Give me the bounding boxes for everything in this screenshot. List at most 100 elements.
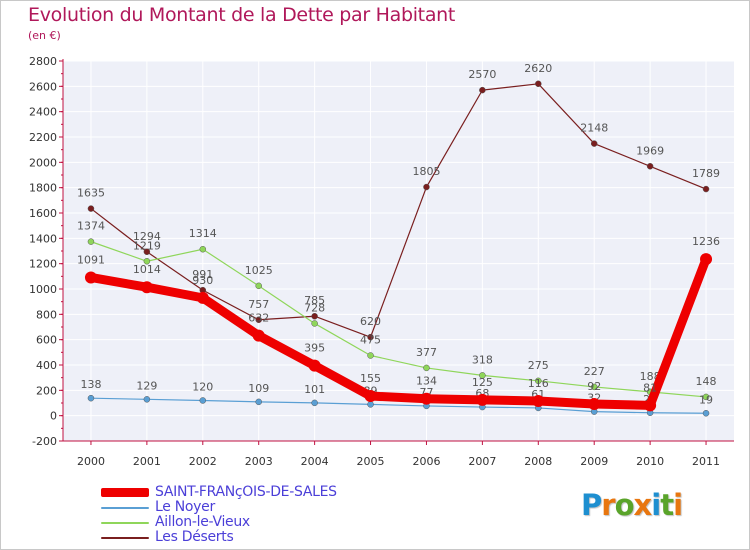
- data-point: [702, 410, 710, 417]
- data-point: [255, 398, 262, 406]
- legend-label: Aillon-le-Vieux: [155, 514, 250, 530]
- x-tick-label: 2005: [357, 455, 385, 468]
- data-point: [532, 394, 545, 407]
- y-tick-label: 1400: [29, 232, 57, 245]
- legend-label: SAINT-FRANçOIS-DE-SALES: [155, 484, 337, 500]
- data-point: [255, 316, 262, 324]
- y-tick-label: 2400: [29, 106, 57, 119]
- data-label: 138: [80, 378, 101, 391]
- data-point: [196, 291, 209, 304]
- x-tick-label: 2009: [580, 455, 608, 468]
- data-label: 116: [528, 377, 549, 390]
- data-point: [311, 320, 318, 327]
- data-point: [646, 163, 654, 170]
- proxiti-logo: Proxiti: [581, 488, 683, 522]
- y-tick-label: 1600: [29, 207, 57, 220]
- data-point: [535, 80, 542, 88]
- data-label: 318: [472, 353, 493, 366]
- y-tick-label: 1800: [29, 182, 57, 195]
- data-label: 275: [528, 359, 549, 372]
- series-line: [90, 241, 707, 398]
- data-label: 1219: [133, 239, 161, 252]
- y-tick-label: 400: [36, 359, 57, 372]
- data-label: 1314: [189, 227, 217, 240]
- y-tick-label: 600: [36, 334, 57, 347]
- data-point: [84, 271, 97, 284]
- x-tick-label: 2010: [636, 455, 664, 468]
- data-point: [255, 282, 262, 290]
- data-point: [87, 394, 95, 402]
- data-label: 81: [643, 381, 657, 394]
- series-line: [90, 397, 707, 414]
- data-point: [252, 329, 265, 342]
- data-label: 1374: [77, 220, 105, 233]
- y-tick-label: 800: [36, 308, 57, 321]
- x-tick-label: 2003: [245, 455, 273, 468]
- y-tick-label: 1000: [29, 283, 57, 296]
- data-label: 930: [192, 274, 213, 287]
- data-point: [423, 364, 430, 372]
- y-tick-label: 2800: [29, 55, 57, 68]
- data-point: [702, 185, 710, 193]
- data-label: 148: [696, 375, 717, 388]
- data-point: [87, 205, 95, 212]
- legend-label: Les Déserts: [155, 529, 234, 545]
- data-point: [311, 399, 318, 407]
- data-label: 227: [584, 365, 605, 378]
- y-tick-label: 2200: [29, 131, 57, 144]
- x-tick-label: 2008: [524, 455, 552, 468]
- data-label: 120: [192, 380, 213, 393]
- data-label: 1014: [133, 263, 161, 276]
- chart-subtitle: (en €): [28, 29, 61, 42]
- x-tick-label: 2002: [189, 455, 217, 468]
- series-saint-fran-ois-de-sales: 1091 1014 930 632 395 155 134 125 116 92 81 1236: [77, 235, 720, 412]
- data-label: 632: [248, 312, 269, 325]
- data-point: [87, 238, 95, 245]
- data-point: [199, 397, 207, 404]
- x-tick-label: 2011: [692, 455, 720, 468]
- data-label: 475: [360, 334, 381, 347]
- data-label: 19: [699, 393, 713, 406]
- x-tick-label: 2007: [468, 455, 496, 468]
- data-point: [423, 183, 430, 191]
- data-point: [367, 352, 374, 359]
- data-point: [590, 140, 598, 147]
- data-label: 1789: [692, 167, 720, 180]
- data-label: 2148: [580, 122, 608, 135]
- data-label: 1969: [636, 144, 664, 157]
- chart-title: Evolution du Montant de la Dette par Hab…: [28, 4, 456, 26]
- data-point: [476, 393, 489, 406]
- data-label: 109: [248, 382, 269, 395]
- data-label: 1091: [77, 253, 105, 266]
- legend-swatch: [101, 507, 149, 509]
- data-label: 134: [416, 375, 437, 388]
- data-point: [702, 393, 710, 401]
- data-label: 1025: [245, 264, 273, 277]
- data-label: 395: [304, 342, 325, 355]
- data-label: 125: [472, 376, 493, 389]
- data-point: [143, 248, 151, 256]
- data-label: 1236: [692, 235, 720, 248]
- y-tick-label: 200: [36, 384, 57, 397]
- data-point: [420, 392, 433, 405]
- y-tick-label: 0: [50, 410, 57, 423]
- data-point: [311, 312, 318, 320]
- data-point: [367, 333, 374, 341]
- y-tick-label: -200: [32, 435, 57, 448]
- data-label: 377: [416, 346, 437, 359]
- legend-swatch: [101, 488, 149, 497]
- data-point: [700, 253, 713, 266]
- series-line: [90, 83, 707, 338]
- data-label: 1635: [77, 187, 105, 200]
- legend-label: Le Noyer: [155, 499, 215, 515]
- data-label: 2570: [468, 68, 496, 81]
- data-label: 129: [136, 379, 157, 392]
- data-point: [479, 372, 486, 379]
- data-point: [590, 383, 598, 391]
- data-point: [143, 258, 151, 265]
- data-label: 155: [360, 372, 381, 385]
- x-tick-label: 2004: [301, 455, 329, 468]
- data-point: [140, 281, 153, 294]
